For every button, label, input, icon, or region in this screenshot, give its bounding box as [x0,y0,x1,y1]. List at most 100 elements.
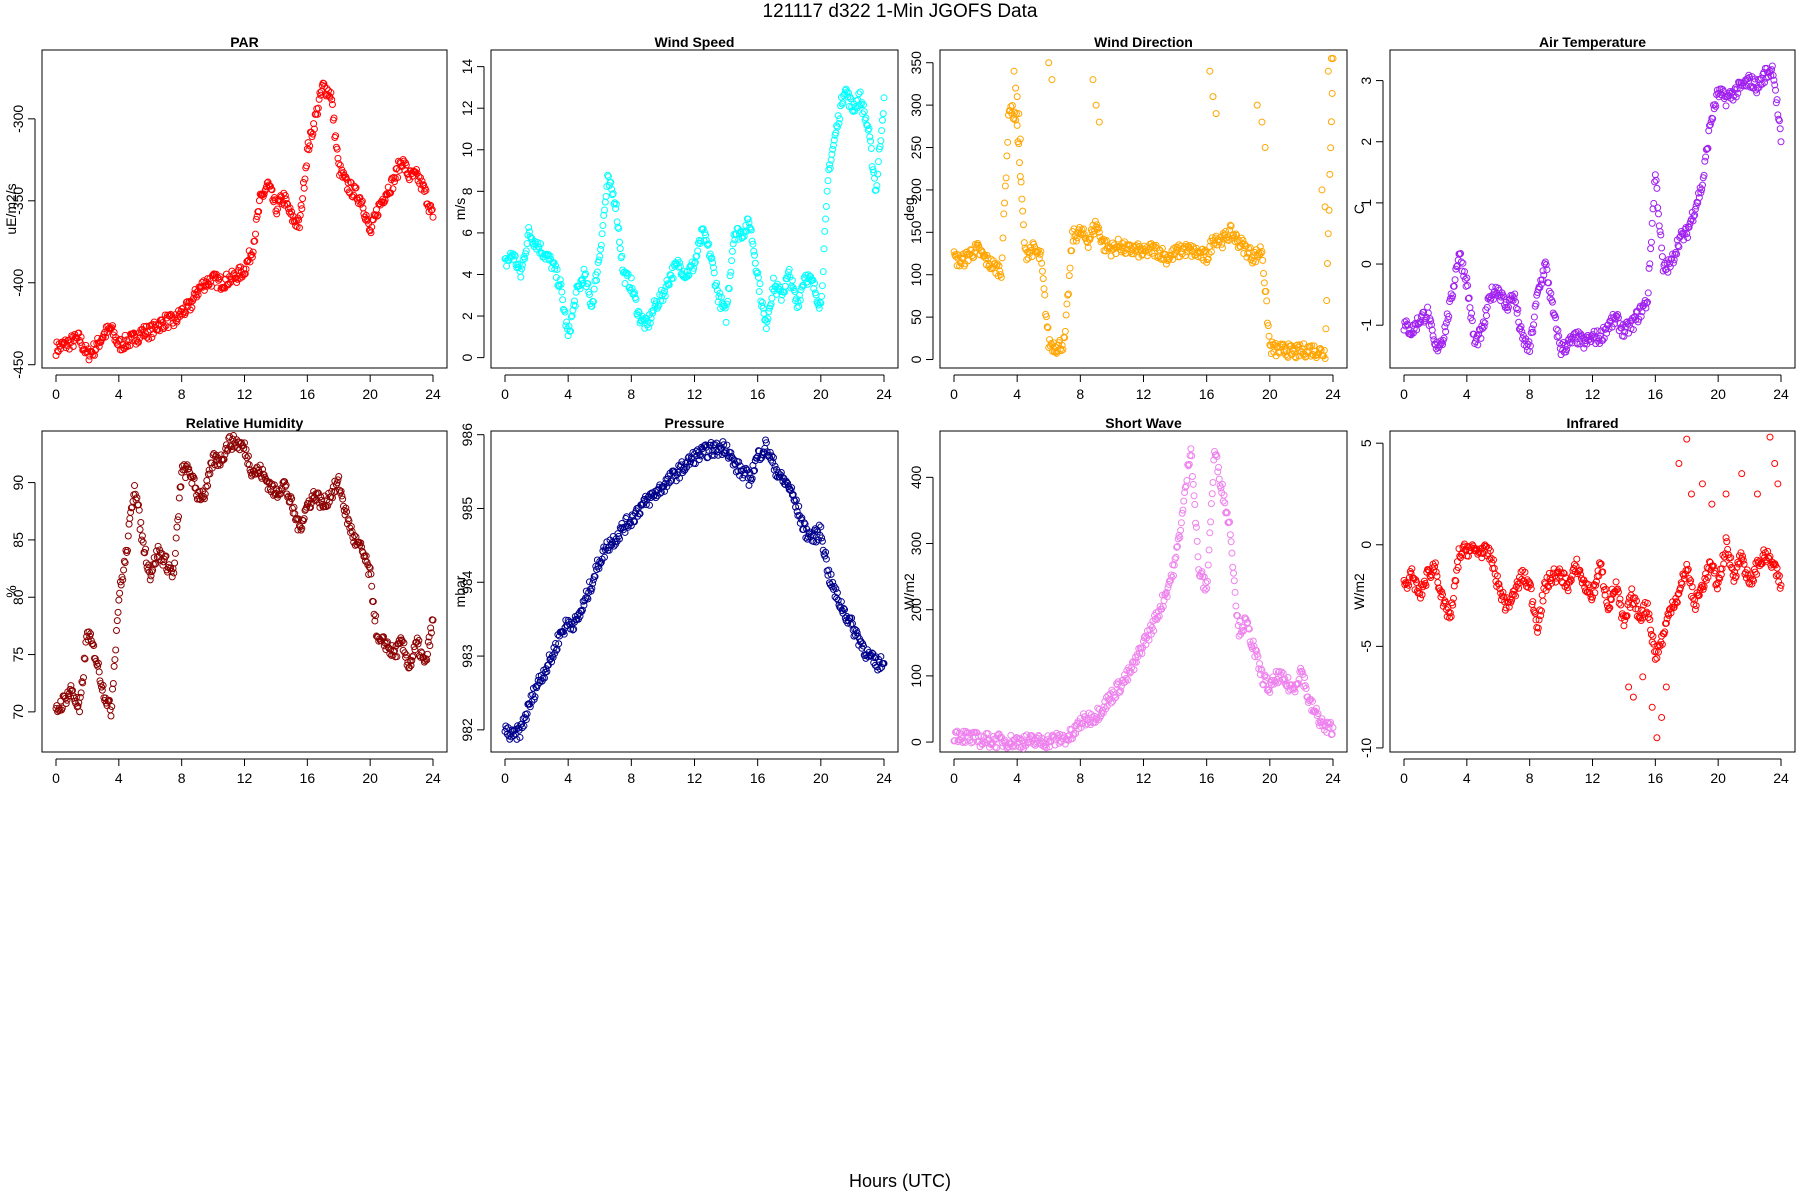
y-tick-label: 10 [459,142,475,158]
data-point [818,292,826,300]
data-point [1223,509,1231,517]
data-point [346,524,354,532]
data-point [1691,606,1699,614]
data-point [543,668,551,676]
data-point [1222,508,1230,516]
data-point [589,576,597,584]
data-point [1438,588,1446,596]
data-point [241,439,248,447]
data-point [1718,565,1726,573]
data-point [174,516,182,524]
data-point [1258,247,1266,255]
data-point [967,739,975,747]
data-point [390,173,398,181]
data-point [525,228,533,236]
data-point [873,182,881,190]
data-point [321,82,329,90]
data-point [172,317,180,325]
x-tick-label: 16 [1199,386,1215,402]
data-point [829,145,837,153]
data-point [1065,272,1073,280]
data-point [684,454,692,462]
data-point [1547,289,1555,297]
x-tick-label: 16 [1648,386,1664,402]
data-point [649,306,657,314]
data-point [1674,242,1682,250]
x-tick-label: 24 [425,386,441,402]
x-tick-label: 16 [750,386,766,402]
y-axis-label: C [1351,204,1367,214]
data-point [1695,591,1703,599]
data-point [108,703,116,711]
data-point [856,88,864,96]
data-point [94,659,102,667]
data-point [668,476,676,484]
data-point [1543,266,1551,274]
data-point [292,516,300,524]
plot-frame [490,430,899,753]
data-point [296,211,304,219]
data-point [1728,565,1736,573]
data-point [1253,101,1261,109]
data-point [600,553,608,561]
y-tick-label: 0 [1358,260,1374,268]
data-point [1690,212,1698,220]
data-point [243,258,251,266]
data-point [1057,347,1065,355]
data-point [1687,577,1695,585]
data-point [1228,549,1236,557]
data-point [796,512,804,520]
data-point [1045,738,1053,746]
data-point [201,490,209,498]
data-point [361,557,369,565]
data-point [1629,693,1637,701]
data-point [342,504,350,512]
data-point [1454,564,1462,572]
data-point [1146,626,1154,634]
data-point [1262,287,1270,295]
data-point [1444,315,1452,323]
data-point [1683,230,1691,238]
data-point [1510,590,1518,598]
y-tick-label: -450 [10,351,26,379]
data-point [1583,340,1591,348]
data-point [299,178,307,186]
data-point [1564,587,1572,595]
panel-7: Infrared 0 4 8 12 16 20 24 -10 -5 0 5 W/m2 [1351,415,1796,786]
data-point [156,546,164,554]
data-point [1702,570,1710,578]
data-point [522,250,530,258]
data-point [1580,576,1588,584]
data-point [1521,568,1529,576]
data-point [408,657,416,665]
data-point [1427,317,1435,325]
data-point [1150,627,1158,635]
data-point [1490,295,1498,303]
data-point [426,642,434,650]
data-point [598,230,606,238]
data-point [1512,304,1520,312]
y-tick-label: 14 [459,59,475,75]
data-point [1585,581,1593,589]
data-point [242,265,250,273]
data-point [1218,489,1226,497]
data-point [1431,559,1439,567]
data-point [245,461,253,469]
data-point [1732,572,1740,580]
data-point [1681,570,1689,578]
data-point [1505,603,1513,611]
data-point [1066,264,1074,272]
data-point [427,624,435,632]
y-axis: 0 100 200 300 400 [908,465,934,746]
data-point [370,610,378,618]
data-point [877,137,885,145]
data-point [151,560,159,568]
data-point [1151,252,1159,260]
data-point [597,559,605,567]
data-points [52,431,437,720]
data-point [1673,598,1681,606]
data-point [1191,500,1199,508]
data-point [131,482,139,490]
data-point [1410,575,1418,583]
data-point [757,297,765,305]
